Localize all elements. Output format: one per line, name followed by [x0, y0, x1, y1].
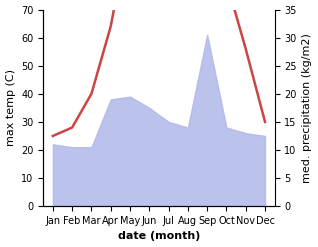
Y-axis label: max temp (C): max temp (C): [5, 69, 16, 146]
X-axis label: date (month): date (month): [118, 231, 200, 242]
Y-axis label: med. precipitation (kg/m2): med. precipitation (kg/m2): [302, 33, 313, 183]
